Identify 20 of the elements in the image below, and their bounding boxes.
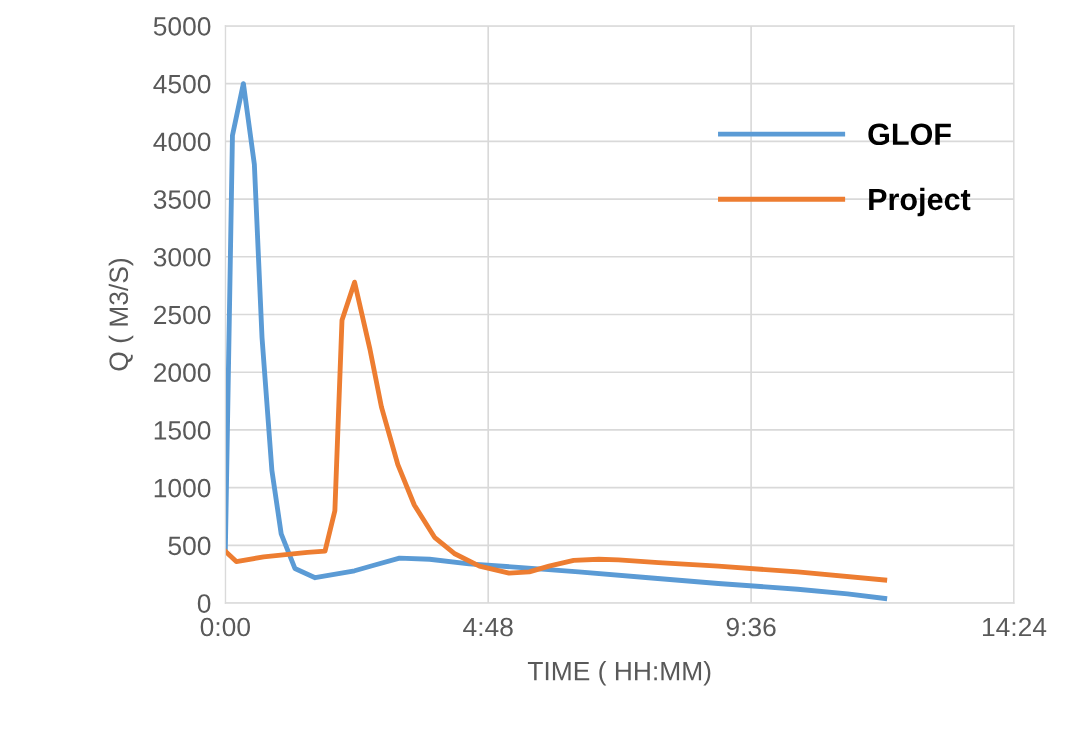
y-tick-label: 0: [197, 594, 211, 613]
x-axis-title: TIME ( HH:MM): [527, 661, 711, 686]
y-tick-label: 4500: [153, 74, 211, 94]
legend-label: GLOF: [868, 123, 951, 146]
x-tick-label: 14:24: [982, 617, 1047, 637]
x-tick-label: 0:00: [200, 617, 250, 637]
y-tick-label: 1500: [154, 421, 211, 440]
x-tick-label: 4:48: [463, 617, 513, 637]
y-tick-label: 5000: [153, 17, 211, 36]
x-tick-label: 9:36: [726, 617, 776, 637]
line-series: [225, 279, 888, 583]
y-tick-label: 4000: [153, 132, 211, 152]
y-tick-label: 3500: [153, 190, 211, 209]
y-tick-label: 2500: [154, 305, 211, 325]
y-axis-title: Q ( M3/S): [108, 258, 134, 371]
y-tick-label: 2000: [154, 363, 211, 383]
y-tick-label: 3000: [153, 247, 211, 267]
y-tick-label: 500: [168, 536, 211, 556]
y-tick-label: 1000: [154, 478, 211, 498]
legend-label: Project: [869, 187, 971, 217]
